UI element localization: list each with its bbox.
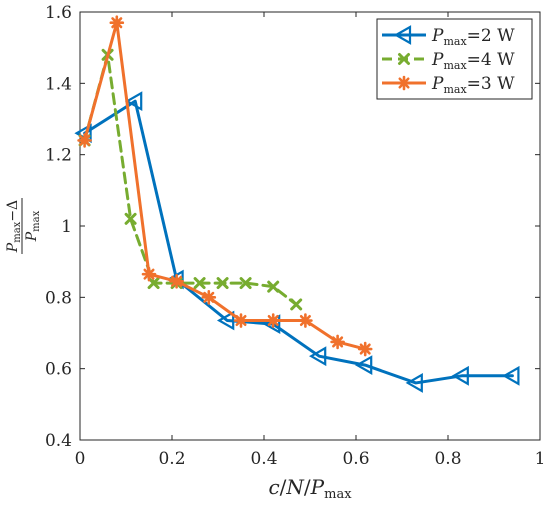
- data-point-p2: [216, 310, 235, 331]
- x-tick-label: 0.2: [158, 449, 185, 469]
- data-point-p3: [141, 266, 157, 282]
- x-tick-label: 0: [75, 449, 86, 469]
- data-point-p3: [265, 313, 281, 328]
- data-point-p2: [354, 355, 373, 375]
- data-point-p3: [330, 334, 345, 350]
- data-point-p3: [109, 15, 125, 30]
- legend-p3-p: P: [431, 74, 444, 94]
- x-tick-label: 0.4: [250, 449, 277, 469]
- y-title-delta: Δ: [5, 200, 21, 210]
- y-title-sub: max: [12, 221, 23, 242]
- legend-label-p2: Pmax=2 W: [431, 26, 515, 48]
- y-tick-label: 1: [61, 217, 72, 237]
- x-title-slash-1: /: [280, 475, 287, 499]
- x-title-n: N: [285, 475, 305, 499]
- y-title-p: P: [5, 242, 21, 253]
- x-tick-label: 0.8: [434, 449, 461, 469]
- legend-p4-sub: max: [443, 59, 467, 72]
- y-title-denominator-p: P: [24, 231, 40, 242]
- legend-marker-p3: [396, 75, 412, 91]
- data-point-p2: [405, 373, 423, 393]
- series-line-p4: [83, 53, 298, 306]
- legend-markers: [382, 25, 426, 91]
- data-point-p4: [124, 212, 137, 225]
- data-point-p4: [147, 277, 160, 290]
- legend-p4-p: P: [431, 50, 444, 70]
- data-point-p3: [233, 313, 249, 328]
- y-tick-label: 1.2: [45, 146, 72, 166]
- svg-text:Pmax: Pmax: [24, 210, 42, 242]
- y-axis-title: Pmax−Δ Pmax: [5, 198, 42, 254]
- data-point-p2: [502, 365, 520, 386]
- x-tick-label: 0.6: [342, 449, 369, 469]
- legend-p4-value: =4 W: [467, 50, 515, 70]
- data-point-p4: [216, 277, 229, 290]
- y-tick-label: 0.8: [45, 288, 72, 308]
- series-layer: [74, 15, 520, 393]
- x-title-c: c: [268, 475, 279, 499]
- svg-text:Pmax−Δ: Pmax−Δ: [5, 200, 23, 253]
- y-tick-label: 1.6: [45, 3, 72, 23]
- x-axis-title: c/N/Pmax: [268, 475, 352, 502]
- data-point-p3: [201, 290, 217, 305]
- data-point-p3: [169, 273, 184, 289]
- legend-marker-p4: [398, 53, 410, 65]
- data-point-p4: [193, 277, 206, 290]
- series-p3: [77, 15, 373, 357]
- data-point-p2: [124, 91, 143, 112]
- y-title-minus: −: [5, 210, 21, 222]
- x-title-slash-2: /: [304, 475, 311, 499]
- y-title-denominator-sub: max: [31, 210, 42, 231]
- y-tick-label: 0.4: [45, 431, 72, 451]
- legend-p3-value: =3 W: [467, 74, 515, 94]
- data-point-p4: [267, 280, 280, 293]
- x-title-sub: max: [324, 487, 352, 502]
- data-point-p2: [308, 346, 327, 367]
- legend-p2-sub: max: [443, 35, 467, 48]
- legend-label-p3: Pmax=3 W: [431, 74, 515, 96]
- y-tick-label: 1.4: [45, 74, 72, 94]
- x-title-p: P: [310, 475, 325, 499]
- series-line-p3: [83, 21, 367, 351]
- data-point-p3: [298, 313, 313, 328]
- y-tick-label: 0.6: [45, 360, 72, 380]
- axis-ticks: 0 0.2 0.4 0.6 0.8 1 0.4 0.6 0.8 1 1.2 1.4 1.6: [45, 3, 545, 469]
- legend-p3-sub: max: [443, 83, 467, 96]
- legend-label-p4: Pmax=4 W: [431, 50, 515, 72]
- legend: Pmax=2 W Pmax=4 W Pmax=3 W: [376, 18, 533, 100]
- legend-marker-p2: [393, 25, 412, 45]
- data-point-p2: [451, 365, 469, 386]
- legend-p2-value: =2 W: [467, 26, 515, 46]
- data-point-p4: [290, 298, 303, 311]
- data-point-p4: [239, 277, 252, 290]
- data-point-p3: [357, 341, 373, 357]
- series-line-p2: [83, 99, 514, 385]
- legend-p2-p: P: [431, 26, 444, 46]
- x-tick-label: 1: [535, 449, 546, 469]
- data-point-p3: [77, 133, 92, 148]
